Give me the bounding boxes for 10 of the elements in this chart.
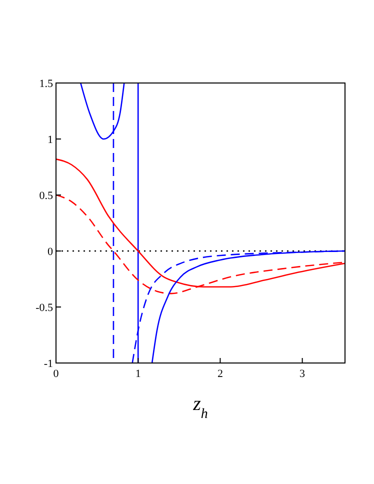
y-tick-label: 0.5: [39, 190, 54, 202]
x-tick-label: 1: [135, 368, 141, 380]
y-tick-label: -1: [44, 358, 53, 370]
y-tick-label: 1: [48, 134, 53, 146]
x-axis-title: z$_{h}$: [192, 393, 208, 422]
y-tick-label: 0: [48, 246, 54, 258]
y-tick-label: 1.5: [39, 78, 54, 90]
x-tick-label: 2: [217, 368, 223, 380]
x-tick-label: 3: [300, 368, 306, 380]
y-tick-label: -0.5: [36, 302, 54, 314]
